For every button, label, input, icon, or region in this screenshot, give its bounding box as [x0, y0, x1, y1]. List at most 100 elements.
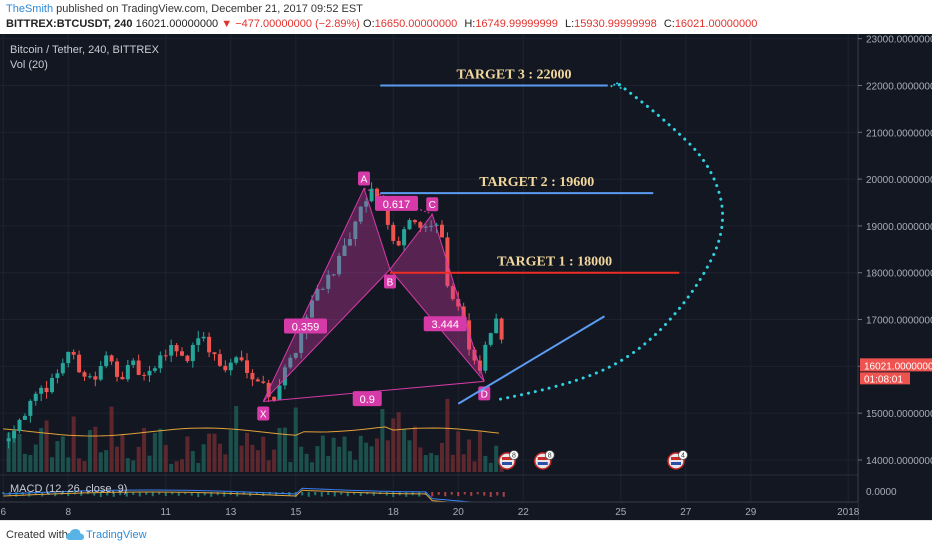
candle-body: [180, 351, 184, 356]
candle-body: [158, 355, 163, 369]
pattern-point-b: B: [387, 277, 394, 288]
footer: Created with TradingView: [0, 520, 932, 551]
harmonic-pattern: X A B C D 0.359 0.617 3.444 0.9: [257, 171, 491, 421]
macd-legend: MACD (12, 26, close, 9): [10, 483, 127, 495]
price-chart[interactable]: X A B C D 0.359 0.617 3.444 0.9 TARGET 1 : 18000…: [0, 34, 932, 520]
projection-dotted-path: [499, 81, 725, 401]
candle-body: [142, 374, 147, 376]
candle-body: [87, 376, 92, 378]
candle-body: [17, 419, 22, 432]
macd-histogram-bar: [255, 492, 258, 495]
candle-body: [50, 378, 54, 393]
author-link[interactable]: TheSmith: [6, 3, 54, 15]
volume-bar: [282, 427, 287, 472]
volume-bars: [3, 398, 504, 472]
candle-body: [320, 288, 325, 290]
volume-bar: [22, 453, 27, 472]
volume-ma-line: [3, 426, 499, 437]
candle-body: [342, 245, 347, 256]
candle-body: [212, 352, 217, 355]
macd-histogram-bar: [99, 492, 102, 497]
candle-body: [163, 355, 168, 357]
time-tick-label: 29: [745, 507, 757, 518]
macd-histogram-bar: [301, 492, 304, 496]
macd-histogram-bar: [496, 492, 499, 496]
candle-body: [169, 345, 174, 356]
price-tick-label: 15000.00000000: [866, 409, 932, 420]
volume-bar: [196, 463, 201, 472]
pattern-point-d: D: [481, 389, 488, 400]
macd-histogram-bar: [34, 492, 37, 495]
volume-bar: [261, 436, 266, 472]
volume-bar: [402, 429, 407, 472]
pattern-ratio-bg: [423, 316, 467, 332]
macd-histogram-bar: [457, 492, 460, 496]
macd-histogram-bar: [171, 492, 174, 495]
volume-bar: [445, 398, 450, 472]
volume-bar: [467, 439, 472, 472]
tradingview-brand[interactable]: TradingView: [86, 529, 147, 541]
macd-histogram-bar: [359, 492, 362, 496]
candle-body: [104, 355, 109, 367]
price-tick-label: 14000.00000000: [866, 456, 932, 467]
macd-histogram-bar: [327, 492, 330, 495]
volume-bar: [71, 416, 76, 472]
candle-body: [39, 387, 44, 394]
volume-bar: [109, 406, 114, 472]
macd-histogram-bar: [132, 492, 135, 495]
volume-bar: [331, 437, 336, 472]
macd-histogram-bar: [431, 492, 434, 497]
volume-bar: [6, 432, 11, 472]
volume-bar: [434, 455, 439, 472]
candle-body: [472, 349, 477, 361]
volume-bar: [423, 455, 428, 472]
candle-body: [98, 366, 103, 380]
target-label: TARGET 1 : 18000: [497, 255, 612, 270]
candle-body: [434, 224, 439, 226]
macd-histogram-bar: [190, 492, 193, 496]
macd-histogram-bar: [275, 492, 278, 496]
volume-bar: [358, 435, 363, 472]
candle-body: [239, 357, 244, 361]
volume-bar: [152, 432, 157, 472]
candle-body: [115, 361, 119, 377]
candle-body: [337, 255, 342, 275]
candle-body: [201, 336, 206, 339]
macd-histogram-bar: [112, 492, 115, 497]
macd-line: [3, 487, 504, 505]
time-tick-label: 22: [518, 507, 530, 518]
high-label: H:: [464, 18, 476, 30]
candle-body: [255, 379, 260, 382]
macd-histogram-bar: [67, 492, 70, 496]
candle-body: [456, 298, 461, 307]
volume-bar: [477, 431, 482, 472]
event-count: 8: [512, 453, 516, 460]
volume-bar: [201, 444, 206, 472]
volume-bar: [158, 428, 163, 472]
volume-bar: [288, 462, 293, 472]
candle-body: [391, 224, 396, 241]
time-tick-label: 13: [225, 507, 237, 518]
volume-bar: [375, 438, 379, 472]
candle-body: [288, 357, 293, 368]
volume-bar: [337, 446, 342, 472]
macd-histogram-bar: [405, 492, 408, 497]
volume-bar: [320, 435, 325, 472]
candle-body: [125, 365, 130, 380]
price-tick-label: 23000.00000000: [866, 35, 932, 46]
candle-body: [207, 336, 212, 353]
pattern-ratio-label: 3.444: [431, 319, 459, 331]
macd-histogram-bar: [314, 492, 317, 496]
volume-bar: [142, 427, 147, 472]
close-value: 16021.00000000: [674, 18, 758, 30]
candle-body: [418, 222, 423, 228]
candle-body: [364, 201, 369, 207]
candle-body: [402, 229, 407, 246]
macd-histogram-bar: [450, 492, 453, 495]
candle-body: [407, 220, 412, 230]
volume-bar: [326, 456, 331, 472]
pattern-point-x: X: [260, 409, 267, 420]
macd-histogram-bar: [333, 492, 336, 497]
candle-body: [60, 363, 65, 374]
volume-bar: [450, 454, 455, 472]
